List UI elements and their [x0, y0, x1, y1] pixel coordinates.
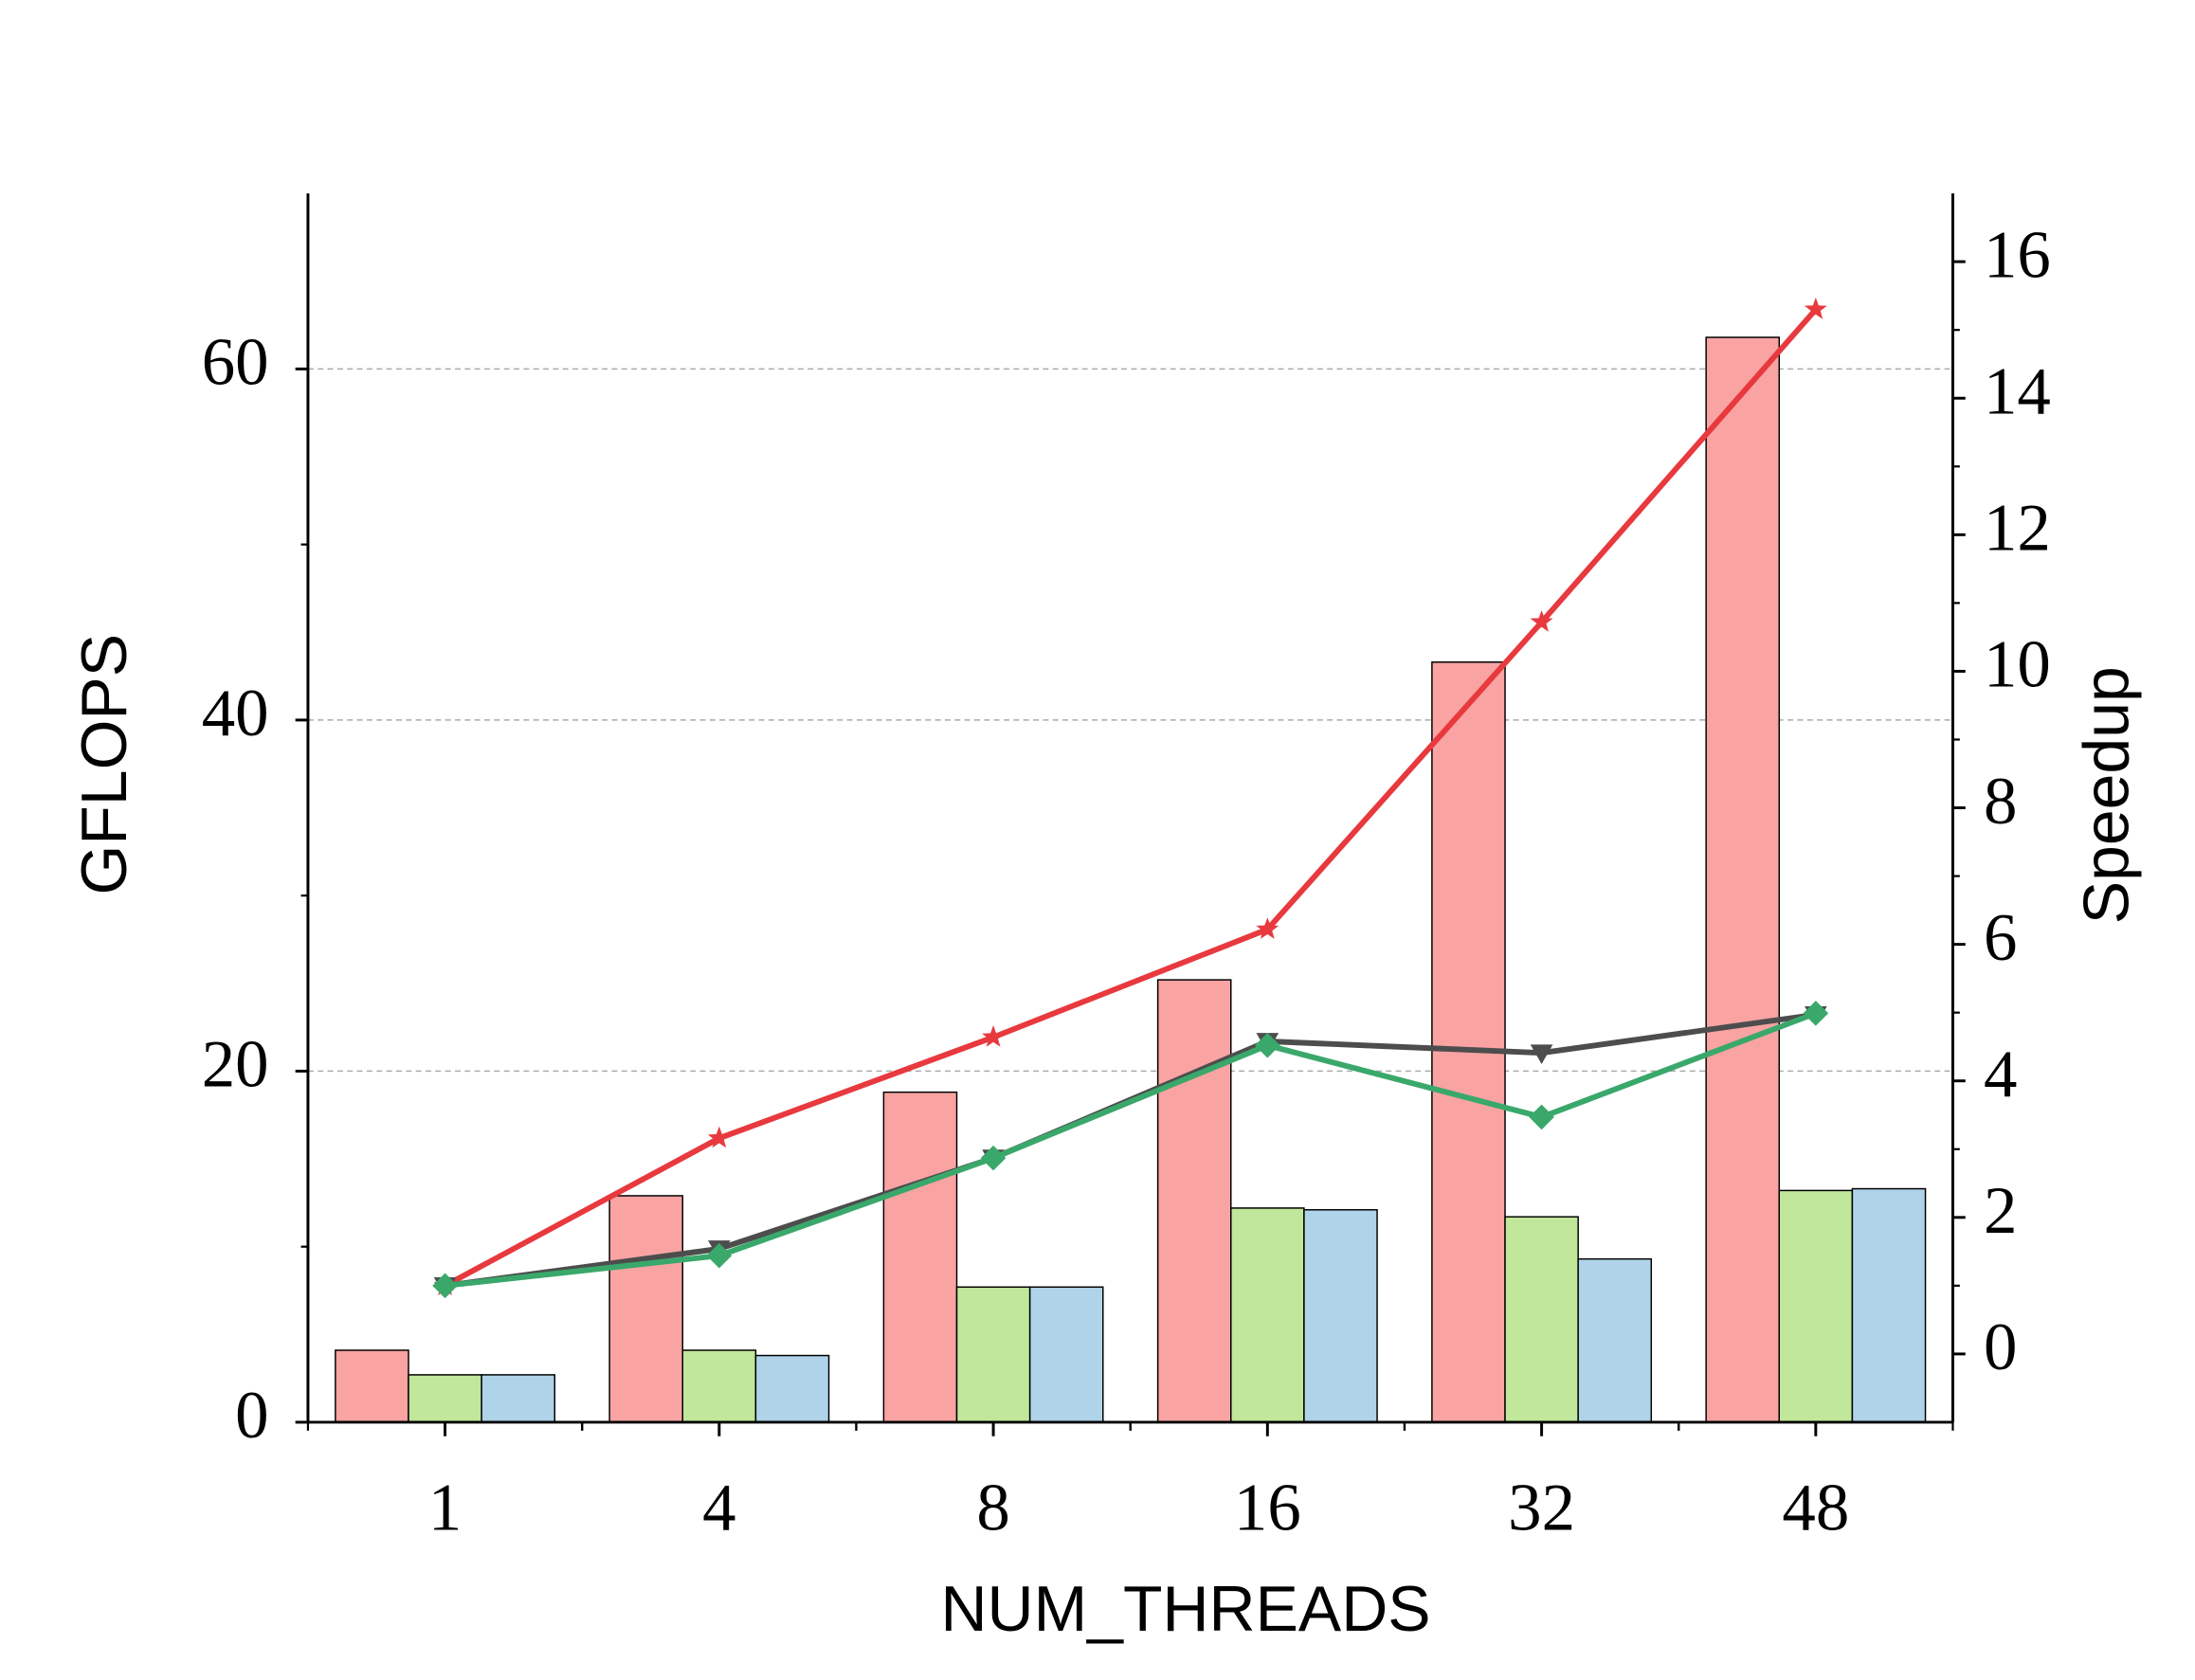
- bar: [335, 1349, 409, 1423]
- bar: [882, 1091, 958, 1423]
- bar: [608, 1195, 684, 1423]
- y-tick-label: 60: [202, 326, 269, 400]
- bar: [1156, 979, 1232, 1423]
- y2-tick-label: 6: [1984, 901, 2017, 975]
- star-marker: [1256, 917, 1279, 939]
- x-tick-label: 48: [1782, 1472, 1849, 1545]
- diamond-marker: [706, 1242, 733, 1269]
- y2-tick-label: 2: [1984, 1174, 2017, 1248]
- x-tick-label: 16: [1234, 1472, 1301, 1545]
- bar: [1028, 1286, 1104, 1423]
- diamond-marker: [1255, 1032, 1280, 1058]
- x-tick-label: 1: [428, 1472, 462, 1545]
- y2-tick-label: 14: [1984, 355, 2051, 429]
- diamond-marker: [980, 1145, 1007, 1171]
- x-tick-label: 32: [1508, 1472, 1575, 1545]
- bar: [1778, 1189, 1854, 1423]
- x-axis-label: NUM_THREADS: [940, 1573, 1430, 1645]
- x-tick-label: 4: [702, 1472, 735, 1545]
- x-tick-label: 8: [976, 1472, 1009, 1545]
- star-marker: [1804, 298, 1827, 319]
- bar: [681, 1349, 757, 1423]
- bar: [481, 1374, 556, 1423]
- y2-tick-label: 16: [1984, 218, 2051, 292]
- y2-tick-label: 4: [1984, 1038, 2017, 1111]
- y-tick-label: 0: [235, 1379, 268, 1453]
- y-axis-label: GFLOPS: [68, 634, 140, 895]
- y2-axis-label: Speedup: [2070, 666, 2142, 924]
- diamond-marker: [1803, 1001, 1829, 1026]
- bar: [1705, 336, 1781, 1423]
- bar: [408, 1374, 482, 1423]
- y2-tick-label: 0: [1984, 1310, 2017, 1384]
- diamond-marker: [432, 1273, 458, 1299]
- star-marker: [707, 1126, 731, 1148]
- star-marker: [982, 1025, 1006, 1047]
- y-tick-label: 20: [202, 1028, 269, 1102]
- bar: [955, 1286, 1031, 1423]
- y2-tick-label: 8: [1984, 765, 2017, 839]
- line: [444, 307, 1819, 1289]
- bar: [1230, 1207, 1305, 1423]
- bar: [754, 1354, 830, 1423]
- bar: [1504, 1216, 1579, 1423]
- y-tick-label: 40: [202, 677, 269, 750]
- bar: [1431, 661, 1506, 1423]
- star-marker: [1530, 610, 1553, 632]
- y2-tick-label: 12: [1984, 492, 2051, 566]
- bar: [1851, 1187, 1927, 1423]
- bar: [1303, 1209, 1378, 1423]
- triangle-marker: [1530, 1044, 1553, 1064]
- y2-tick-label: 10: [1984, 628, 2051, 702]
- diamond-marker: [1529, 1104, 1554, 1130]
- bar: [1577, 1257, 1653, 1423]
- line: [444, 1010, 1817, 1289]
